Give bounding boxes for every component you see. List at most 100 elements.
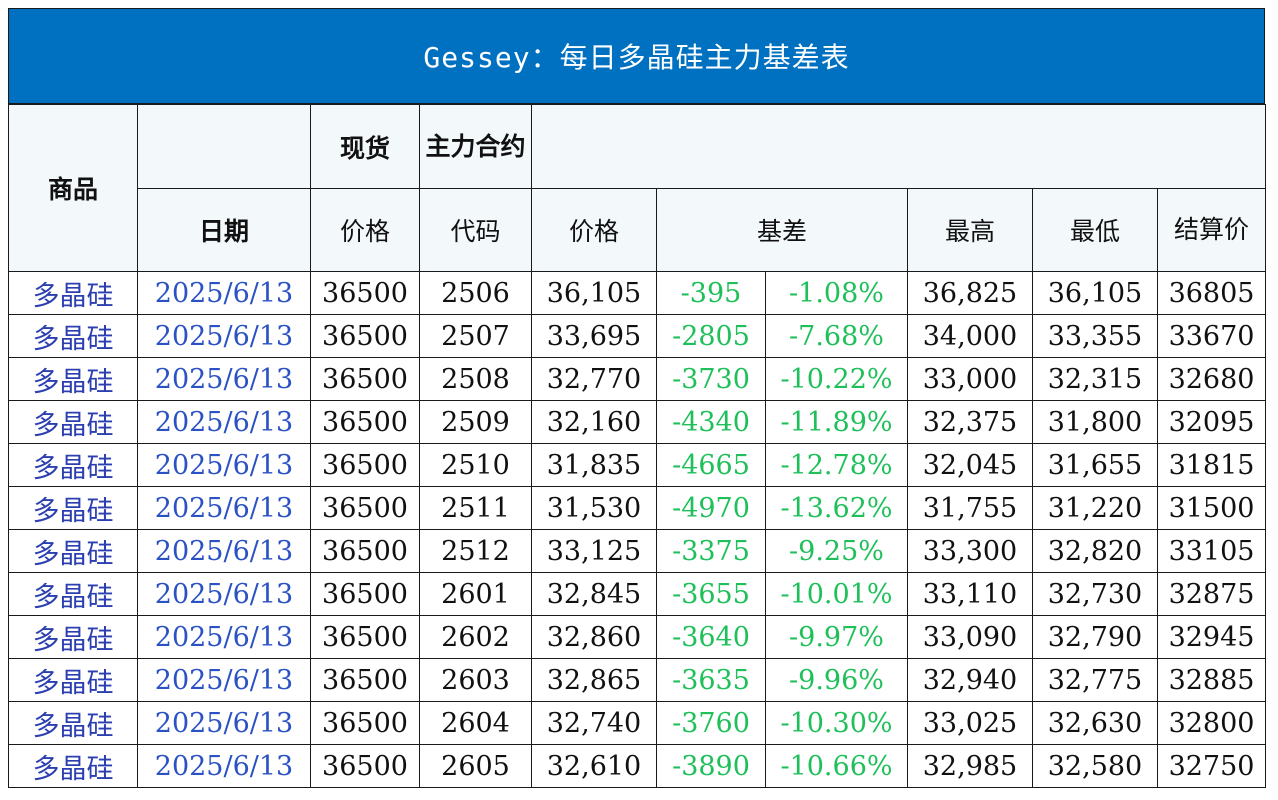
cell-settle: 32750 (1156, 744, 1267, 788)
cell-settle: 31500 (1156, 486, 1267, 530)
cell-settle: 32885 (1156, 658, 1267, 702)
cell-high: 31,755 (907, 486, 1033, 530)
cell-product: 多晶硅 (8, 658, 138, 702)
cell-settle: 36805 (1156, 271, 1267, 315)
cell-spot-price: 36500 (310, 443, 420, 487)
cell-settle: 32945 (1156, 615, 1267, 659)
cell-basis: -3655 (656, 572, 766, 616)
cell-basis: -395 (656, 271, 766, 315)
cell-basis: -3890 (656, 744, 766, 788)
cell-price: 32,865 (531, 658, 657, 702)
cell-contract-code: 2603 (419, 658, 532, 702)
cell-settle: 33670 (1156, 314, 1267, 358)
cell-basis: -3760 (656, 701, 766, 745)
table-row: 多晶硅 2025/6/13 36500 2602 32,860 -3640 -9.97% 33… (8, 615, 1267, 659)
table-body: 多晶硅 2025/6/13 36500 2506 36,105 -395 -1.08% 36,… (8, 271, 1267, 788)
cell-high: 32,940 (907, 658, 1033, 702)
cell-contract-code: 2601 (419, 572, 532, 616)
cell-contract-code: 2512 (419, 529, 532, 573)
cell-high: 32,375 (907, 400, 1033, 444)
header-spot: 现货 (310, 104, 420, 189)
table-row: 多晶硅 2025/6/13 36500 2508 32,770 -3730 -10.22% 3… (8, 357, 1267, 401)
cell-high: 32,045 (907, 443, 1033, 487)
cell-basis-pct: -11.89% (765, 400, 908, 444)
cell-basis-pct: -10.66% (765, 744, 908, 788)
cell-date: 2025/6/13 (137, 271, 311, 315)
basis-table-sheet: Gessey：每日多晶硅主力基差表 商品 现货 主力合约 日期 价格 代码 价格… (8, 8, 1267, 788)
cell-settle: 32095 (1156, 400, 1267, 444)
cell-high: 33,025 (907, 701, 1033, 745)
table-row: 多晶硅 2025/6/13 36500 2601 32,845 -3655 -10.01% 3… (8, 572, 1267, 616)
cell-high: 36,825 (907, 271, 1033, 315)
cell-price: 33,125 (531, 529, 657, 573)
table-row: 多晶硅 2025/6/13 36500 2511 31,530 -4970 -13.62% 3… (8, 486, 1267, 530)
header-spot-price: 价格 (310, 188, 420, 272)
cell-spot-price: 36500 (310, 572, 420, 616)
cell-basis: -4970 (656, 486, 766, 530)
cell-spot-price: 36500 (310, 357, 420, 401)
cell-product: 多晶硅 (8, 572, 138, 616)
table-row: 多晶硅 2025/6/13 36500 2509 32,160 -4340 -11.89% 3… (8, 400, 1267, 444)
table-row: 多晶硅 2025/6/13 36500 2510 31,835 -4665 -12.78% 3… (8, 443, 1267, 487)
header-basis: 基差 (656, 188, 908, 272)
cell-contract-code: 2510 (419, 443, 532, 487)
cell-spot-price: 36500 (310, 486, 420, 530)
cell-basis: -3640 (656, 615, 766, 659)
cell-low: 31,220 (1032, 486, 1158, 530)
cell-basis: -3730 (656, 357, 766, 401)
cell-price: 32,845 (531, 572, 657, 616)
header-price: 价格 (531, 188, 657, 272)
cell-date: 2025/6/13 (137, 486, 311, 530)
table-row: 多晶硅 2025/6/13 36500 2507 33,695 -2805 -7.68% 34… (8, 314, 1267, 358)
cell-product: 多晶硅 (8, 357, 138, 401)
cell-low: 32,630 (1032, 701, 1158, 745)
basis-table: 商品 现货 主力合约 日期 价格 代码 价格 基差 最高 最低 结算价 多晶硅 2… (8, 104, 1267, 788)
cell-spot-price: 36500 (310, 701, 420, 745)
cell-date: 2025/6/13 (137, 400, 311, 444)
cell-contract-code: 2602 (419, 615, 532, 659)
cell-price: 36,105 (531, 271, 657, 315)
cell-date: 2025/6/13 (137, 572, 311, 616)
cell-contract-code: 2604 (419, 701, 532, 745)
cell-basis: -4665 (656, 443, 766, 487)
cell-basis-pct: -13.62% (765, 486, 908, 530)
cell-settle: 32875 (1156, 572, 1267, 616)
table-row: 多晶硅 2025/6/13 36500 2604 32,740 -3760 -10.30% 3… (8, 701, 1267, 745)
cell-basis-pct: -10.30% (765, 701, 908, 745)
cell-settle: 32680 (1156, 357, 1267, 401)
header-date: 日期 (137, 188, 311, 272)
cell-spot-price: 36500 (310, 314, 420, 358)
cell-high: 32,985 (907, 744, 1033, 788)
cell-low: 32,775 (1032, 658, 1158, 702)
header-product: 商品 (8, 104, 138, 272)
cell-low: 32,730 (1032, 572, 1158, 616)
cell-contract-code: 2508 (419, 357, 532, 401)
cell-product: 多晶硅 (8, 443, 138, 487)
cell-settle: 33105 (1156, 529, 1267, 573)
cell-product: 多晶硅 (8, 529, 138, 573)
cell-price: 32,610 (531, 744, 657, 788)
cell-low: 32,580 (1032, 744, 1158, 788)
cell-product: 多晶硅 (8, 744, 138, 788)
header-code: 代码 (419, 188, 532, 272)
cell-price: 32,160 (531, 400, 657, 444)
cell-price: 31,530 (531, 486, 657, 530)
cell-low: 32,820 (1032, 529, 1158, 573)
cell-date: 2025/6/13 (137, 443, 311, 487)
cell-date: 2025/6/13 (137, 744, 311, 788)
table-title: Gessey：每日多晶硅主力基差表 (8, 8, 1265, 104)
header-settle: 结算价 (1156, 188, 1267, 272)
cell-contract-code: 2511 (419, 486, 532, 530)
cell-high: 33,110 (907, 572, 1033, 616)
cell-price: 32,770 (531, 357, 657, 401)
header-blank-date (137, 104, 311, 189)
cell-low: 33,355 (1032, 314, 1158, 358)
cell-date: 2025/6/13 (137, 357, 311, 401)
cell-basis-pct: -7.68% (765, 314, 908, 358)
cell-spot-price: 36500 (310, 529, 420, 573)
cell-basis: -4340 (656, 400, 766, 444)
table-row: 多晶硅 2025/6/13 36500 2603 32,865 -3635 -9.96% 32… (8, 658, 1267, 702)
cell-high: 33,090 (907, 615, 1033, 659)
cell-price: 33,695 (531, 314, 657, 358)
cell-high: 33,300 (907, 529, 1033, 573)
